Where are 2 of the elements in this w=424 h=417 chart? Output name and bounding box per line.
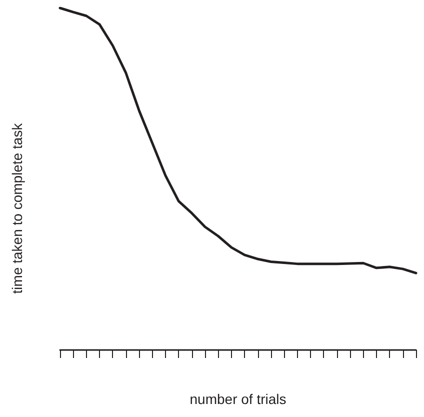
y-axis-title: time taken to complete task (9, 122, 25, 294)
x-axis-title: number of trials (190, 391, 286, 407)
